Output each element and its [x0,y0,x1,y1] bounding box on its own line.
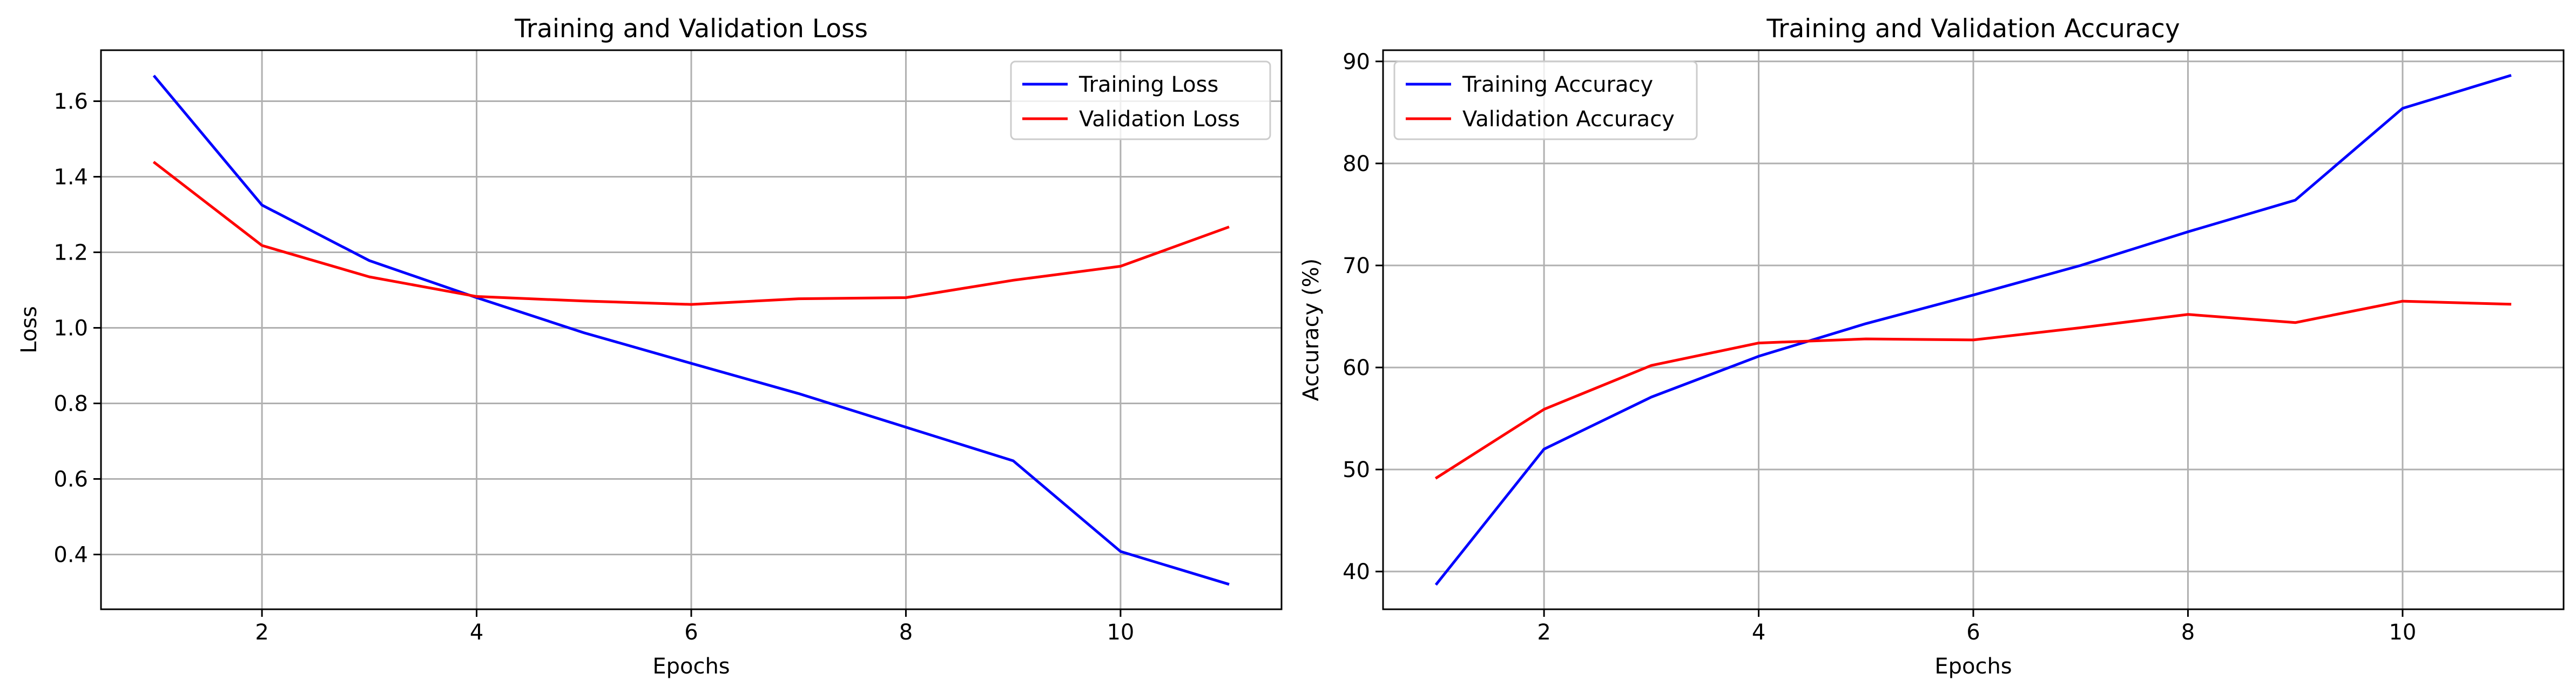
x-tick-label: 10 [2389,620,2416,645]
validation-accuracy-legend-label: Validation Accuracy [1462,107,1675,132]
y-tick-label: 90 [1343,50,1370,74]
training-loss-legend-label: Training Loss [1078,72,1218,97]
x-tick-label: 2 [255,620,268,645]
accuracy-legend: Training Accuracy Validation Accuracy [1394,62,1697,139]
y-tick-label: 70 [1343,254,1370,278]
loss-chart: 2 4 6 8 10 0.4 0.6 0.8 1.0 1.2 1.4 1.6 Training and … [17,14,1282,679]
loss-y-axis-label: Loss [17,306,42,353]
y-tick-label: 0.4 [53,543,88,568]
y-tick-label: 0.6 [53,467,88,492]
y-tick-label: 1.4 [53,165,88,190]
accuracy-chart-title: Training and Validation Accuracy [1766,14,2180,44]
y-tick-label: 50 [1343,458,1370,482]
x-tick-label: 6 [1966,620,1980,645]
x-tick-label: 8 [2181,620,2195,645]
x-tick-label: 4 [470,620,483,645]
y-tick-label: 60 [1343,356,1370,380]
accuracy-x-axis-label: Epochs [1934,654,2012,679]
y-tick-label: 1.2 [53,241,88,266]
y-tick-label: 80 [1343,152,1370,176]
x-tick-label: 8 [899,620,913,645]
x-tick-label: 2 [1537,620,1550,645]
x-tick-label: 4 [1752,620,1765,645]
validation-loss-legend-label: Validation Loss [1079,107,1240,132]
accuracy-chart: 2 4 6 8 10 40 50 60 70 80 90 Training and Validatio… [1299,14,2564,679]
loss-legend: Training Loss Validation Loss [1011,62,1270,139]
x-tick-label: 10 [1107,620,1134,645]
accuracy-y-axis-label: Accuracy (%) [1299,258,1324,402]
y-tick-label: 40 [1343,560,1370,584]
loss-chart-title: Training and Validation Loss [514,14,868,44]
y-tick-label: 1.6 [53,90,88,114]
y-tick-label: 1.0 [53,316,88,341]
loss-x-axis-label: Epochs [652,654,730,679]
y-tick-label: 0.8 [53,392,88,417]
training-accuracy-legend-label: Training Accuracy [1462,72,1653,97]
x-tick-label: 6 [684,620,698,645]
